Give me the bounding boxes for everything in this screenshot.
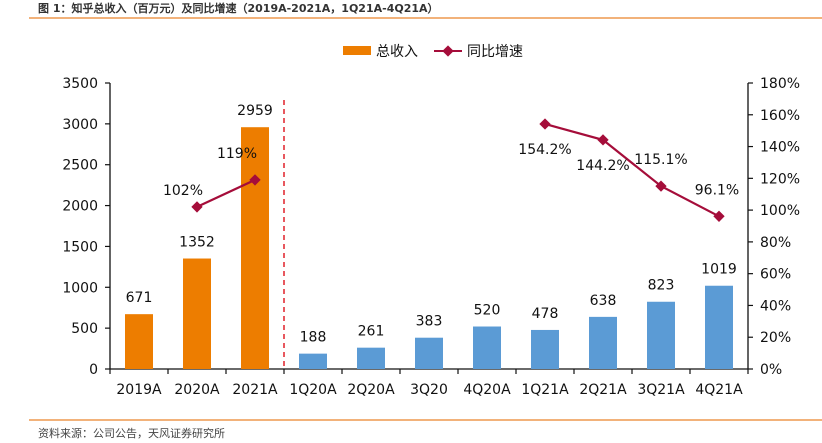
revenue-bar-label: 478: [532, 306, 559, 322]
growth-label: 102%: [163, 183, 203, 199]
x-axis-tick-label: 2019A: [116, 382, 162, 398]
revenue-bar: [183, 258, 211, 369]
revenue-bar-label: 1019: [701, 262, 737, 278]
revenue-bar-label: 261: [358, 324, 385, 340]
legend: 总收入 同比增速: [343, 44, 523, 60]
growth-label: 115.1%: [634, 152, 687, 168]
legend-swatch-revenue: [343, 46, 371, 55]
x-axis-tick-label: 1Q20A: [289, 382, 337, 398]
growth-label: 144.2%: [576, 158, 629, 174]
revenue-bar-label: 638: [590, 293, 617, 309]
x-axis-tick-label: 3Q20: [410, 382, 448, 398]
right-axis-tick-label: 100%: [760, 203, 800, 219]
left-axis-tick-label: 1000: [62, 280, 98, 296]
left-axis-tick-label: 3000: [62, 117, 98, 133]
growth-marker: [249, 174, 261, 186]
figure-title: 图 1：知乎总收入（百万元）及同比增速（2019A-2021A，1Q21A-4Q…: [38, 2, 439, 15]
title-rule: [29, 17, 822, 19]
x-axis-tick-label: 2Q20A: [347, 382, 395, 398]
x-axis-tick-label: 1Q21A: [521, 382, 569, 398]
right-axis-tick-label: 120%: [760, 171, 800, 187]
legend-marker-growth: [442, 45, 454, 57]
right-axis-tick-label: 80%: [760, 235, 791, 251]
growth-marker: [597, 134, 609, 146]
x-axis-tick-label: 2021A: [232, 382, 278, 398]
growth-marker: [713, 210, 725, 222]
x-axis-tick-label: 2Q21A: [579, 382, 627, 398]
x-axis-tick-label: 3Q21A: [637, 382, 685, 398]
revenue-bar: [647, 301, 675, 369]
source-note: 资料来源：公司公告，天风证券研究所: [38, 427, 225, 440]
growth-marker: [191, 201, 203, 213]
left-axis-tick-label: 1500: [62, 239, 98, 255]
revenue-bar-label: 671: [126, 290, 153, 306]
chart: 总收入 同比增速 0 500 1000 1500 2000 2500 3000 3500 0% 2…: [62, 44, 800, 398]
growth-line-segment: [196, 178, 256, 208]
left-axis-tick-label: 500: [71, 321, 98, 337]
revenue-bar: [299, 353, 327, 369]
growth-label: 154.2%: [518, 142, 571, 158]
right-axis-tick-label: 0%: [760, 362, 782, 378]
revenue-bar-label: 823: [648, 278, 675, 294]
right-axis-tick-label: 180%: [760, 76, 800, 92]
legend-label-growth: 同比增速: [467, 44, 523, 60]
revenue-bar: [415, 337, 443, 369]
revenue-bar: [705, 285, 733, 369]
revenue-bar-label: 383: [416, 314, 443, 330]
x-axis-tick-label: 4Q20A: [463, 382, 511, 398]
revenue-bar: [473, 326, 501, 369]
right-axis-tick-label: 40%: [760, 298, 791, 314]
axes: 0 500 1000 1500 2000 2500 3000 3500 0% 20% 40% 60% 8…: [62, 76, 800, 398]
left-axis-tick-label: 2000: [62, 199, 98, 215]
left-axis-tick-label: 2500: [62, 158, 98, 174]
growth-marker: [539, 118, 551, 130]
revenue-bar: [589, 316, 617, 369]
revenue-bar-label: 2959: [237, 103, 273, 119]
revenue-bar: [357, 347, 385, 369]
revenue-bar-label: 188: [300, 330, 327, 346]
growth-lines: [191, 118, 725, 222]
x-axis-tick-label: 2020A: [174, 382, 220, 398]
revenue-bar-label: 1352: [179, 235, 215, 251]
revenue-bar: [241, 127, 269, 369]
bars: [125, 127, 733, 369]
revenue-bar: [125, 314, 153, 369]
right-axis-tick-label: 160%: [760, 108, 800, 124]
revenue-bar: [531, 329, 559, 369]
right-axis-tick-label: 20%: [760, 330, 791, 346]
legend-label-revenue: 总收入: [376, 44, 418, 60]
left-axis-tick-label: 0: [89, 362, 98, 378]
source-rule: [29, 419, 822, 421]
growth-label: 96.1%: [695, 182, 739, 198]
right-axis-tick-label: 60%: [760, 267, 791, 283]
right-axis-tick-label: 140%: [760, 140, 800, 156]
revenue-bar-label: 520: [474, 303, 501, 319]
growth-label: 119%: [217, 146, 257, 162]
x-axis-tick-label: 4Q21A: [695, 382, 743, 398]
data-labels: 671 1352 2959 188 261 383 520 478 638 823 1019 102%…: [126, 103, 740, 345]
left-axis-tick-label: 3500: [62, 76, 98, 92]
growth-line-segment: [544, 122, 720, 218]
